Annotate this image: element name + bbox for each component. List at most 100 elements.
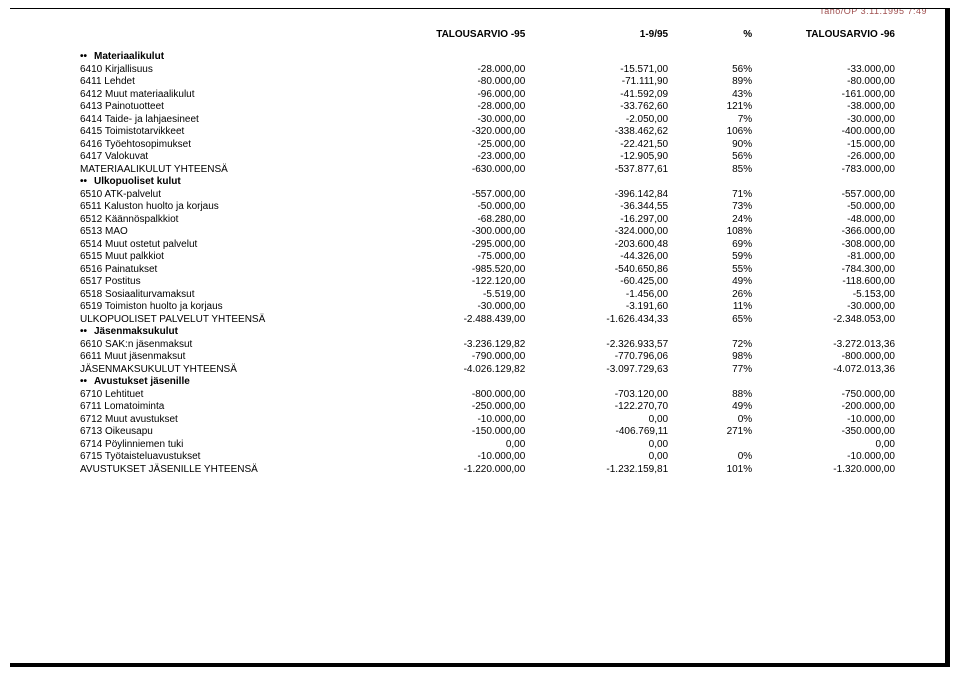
- cell-a: -300.000,00: [382, 226, 525, 239]
- cell-d: -26.000,00: [752, 151, 895, 164]
- cell-c: 73%: [668, 201, 752, 214]
- cell-b: -396.142,84: [525, 188, 668, 201]
- table-row: 6416 Työehtosopimukset-25.000,00-22.421,…: [80, 138, 895, 151]
- row-label: 6514 Muut ostetut palvelut: [80, 238, 382, 251]
- cell-a: -790.000,00: [382, 351, 525, 364]
- row-label: 6713 Oikeusapu: [80, 426, 382, 439]
- cell-b: -22.421,50: [525, 138, 668, 151]
- cell-d: -161.000,00: [752, 88, 895, 101]
- col-header-pct: %: [668, 25, 752, 51]
- row-label: 6519 Toimiston huolto ja korjaus: [80, 301, 382, 314]
- table-row: AVUSTUKSET JÄSENILLE YHTEENSÄ-1.220.000,…: [80, 463, 895, 476]
- cell-c: 26%: [668, 288, 752, 301]
- cell-a: -75.000,00: [382, 251, 525, 264]
- table-row: 6611 Muut jäsenmaksut-790.000,00-770.796…: [80, 351, 895, 364]
- cell-c: 101%: [668, 463, 752, 476]
- cell-b: 0,00: [525, 413, 668, 426]
- cell-b: -1.456,00: [525, 288, 668, 301]
- cell-d: -30.000,00: [752, 113, 895, 126]
- row-label: 6715 Työtaisteluavustukset: [80, 451, 382, 464]
- row-label: 6513 MAO: [80, 226, 382, 239]
- cell-b: -537.877,61: [525, 163, 668, 176]
- cell-b: -540.650,86: [525, 263, 668, 276]
- cell-d: -2.348.053,00: [752, 313, 895, 326]
- row-label: 6415 Toimistotarvikkeet: [80, 126, 382, 139]
- cell-b: -33.762,60: [525, 101, 668, 114]
- row-label: 6515 Muut palkkiot: [80, 251, 382, 264]
- cell-d: -118.600,00: [752, 276, 895, 289]
- cell-a: -320.000,00: [382, 126, 525, 139]
- row-label: 6417 Valokuvat: [80, 151, 382, 164]
- table-row: 6511 Kaluston huolto ja korjaus-50.000,0…: [80, 201, 895, 214]
- section-label: ••Materiaalikulut: [80, 51, 895, 64]
- cell-d: -557.000,00: [752, 188, 895, 201]
- cell-c: 271%: [668, 426, 752, 439]
- cell-d: -50.000,00: [752, 201, 895, 214]
- cell-d: -38.000,00: [752, 101, 895, 114]
- cell-b: 0,00: [525, 451, 668, 464]
- cell-c: 43%: [668, 88, 752, 101]
- table-row: 6517 Postitus-122.120,00-60.425,0049%-11…: [80, 276, 895, 289]
- row-label: 6414 Taide- ja lahjaesineet: [80, 113, 382, 126]
- cell-a: -30.000,00: [382, 301, 525, 314]
- cell-b: -770.796,06: [525, 351, 668, 364]
- table-row: 6410 Kirjallisuus-28.000,00-15.571,0056%…: [80, 63, 895, 76]
- cell-c: 59%: [668, 251, 752, 264]
- cell-d: -800.000,00: [752, 351, 895, 364]
- cell-a: -50.000,00: [382, 201, 525, 214]
- cell-b: -12.905,90: [525, 151, 668, 164]
- cell-a: -800.000,00: [382, 388, 525, 401]
- cell-c: 88%: [668, 388, 752, 401]
- source-stamp: Taho/OP 3.11.1995 7:49: [819, 8, 927, 16]
- row-label: JÄSENMAKSUKULUT YHTEENSÄ: [80, 363, 382, 376]
- row-label: 6516 Painatukset: [80, 263, 382, 276]
- cell-d: 0,00: [752, 438, 895, 451]
- cell-b: -2.326.933,57: [525, 338, 668, 351]
- cell-a: -30.000,00: [382, 113, 525, 126]
- cell-b: -71.111,90: [525, 76, 668, 89]
- cell-b: -2.050,00: [525, 113, 668, 126]
- cell-a: -2.488.439,00: [382, 313, 525, 326]
- cell-b: -324.000,00: [525, 226, 668, 239]
- cell-d: -200.000,00: [752, 401, 895, 414]
- cell-b: -703.120,00: [525, 388, 668, 401]
- cell-a: -150.000,00: [382, 426, 525, 439]
- row-label: 6518 Sosiaaliturvamaksut: [80, 288, 382, 301]
- table-row: MATERIAALIKULUT YHTEENSÄ-630.000,00-537.…: [80, 163, 895, 176]
- cell-b: -60.425,00: [525, 276, 668, 289]
- row-label: 6714 Pöylinniemen tuki: [80, 438, 382, 451]
- cell-d: -30.000,00: [752, 301, 895, 314]
- table-row: 6712 Muut avustukset-10.000,000,000%-10.…: [80, 413, 895, 426]
- col-header-actual: 1-9/95: [525, 25, 668, 51]
- cell-a: -4.026.129,82: [382, 363, 525, 376]
- cell-a: -3.236.129,82: [382, 338, 525, 351]
- cell-c: 85%: [668, 163, 752, 176]
- cell-c: 55%: [668, 263, 752, 276]
- cell-c: 0%: [668, 451, 752, 464]
- cell-b: -122.270,70: [525, 401, 668, 414]
- row-label: 6610 SAK:n jäsenmaksut: [80, 338, 382, 351]
- cell-c: 65%: [668, 313, 752, 326]
- cell-a: -80.000,00: [382, 76, 525, 89]
- cell-b: -16.297,00: [525, 213, 668, 226]
- section-row: ••Ulkopuoliset kulut: [80, 176, 895, 189]
- cell-a: -68.280,00: [382, 213, 525, 226]
- cell-a: -250.000,00: [382, 401, 525, 414]
- row-label: AVUSTUKSET JÄSENILLE YHTEENSÄ: [80, 463, 382, 476]
- table-row: 6516 Painatukset-985.520,00-540.650,8655…: [80, 263, 895, 276]
- cell-c: [668, 438, 752, 451]
- cell-a: -28.000,00: [382, 101, 525, 114]
- table-row: 6519 Toimiston huolto ja korjaus-30.000,…: [80, 301, 895, 314]
- cell-d: -308.000,00: [752, 238, 895, 251]
- section-row: ••Avustukset jäsenille: [80, 376, 895, 389]
- cell-c: 24%: [668, 213, 752, 226]
- cell-c: 49%: [668, 276, 752, 289]
- row-label: 6512 Käännöspalkkiot: [80, 213, 382, 226]
- cell-c: 106%: [668, 126, 752, 139]
- cell-d: -15.000,00: [752, 138, 895, 151]
- cell-d: -5.153,00: [752, 288, 895, 301]
- cell-d: -400.000,00: [752, 126, 895, 139]
- cell-b: -1.232.159,81: [525, 463, 668, 476]
- cell-c: 56%: [668, 63, 752, 76]
- table-row: 6711 Lomatoiminta-250.000,00-122.270,704…: [80, 401, 895, 414]
